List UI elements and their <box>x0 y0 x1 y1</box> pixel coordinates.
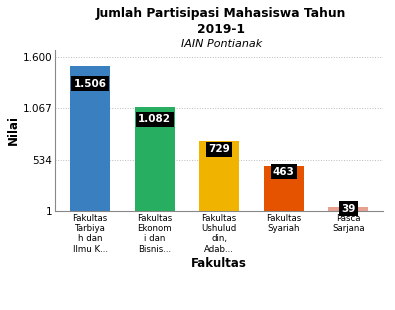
Text: 2019-1: 2019-1 <box>197 23 245 36</box>
Bar <box>135 107 175 211</box>
Bar <box>70 66 110 211</box>
Bar <box>199 141 239 211</box>
Bar <box>264 166 304 211</box>
X-axis label: Fakultas: Fakultas <box>191 257 247 270</box>
Text: 1.082: 1.082 <box>138 114 171 124</box>
Text: IAIN Pontianak: IAIN Pontianak <box>181 39 262 49</box>
Text: Jumlah Partisipasi Mahasiswa Tahun: Jumlah Partisipasi Mahasiswa Tahun <box>96 7 346 20</box>
Text: 1.506: 1.506 <box>74 79 107 89</box>
Bar <box>328 207 368 211</box>
Text: 463: 463 <box>273 167 295 177</box>
Y-axis label: Nilai: Nilai <box>7 115 20 145</box>
Text: 729: 729 <box>208 144 230 154</box>
Text: 39: 39 <box>341 204 356 214</box>
